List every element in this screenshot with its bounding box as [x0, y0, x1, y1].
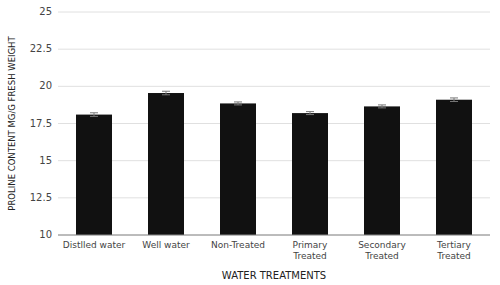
bar	[364, 106, 400, 235]
y-tick-label: 22.5	[30, 43, 52, 54]
bar	[148, 93, 184, 235]
bars	[76, 91, 472, 235]
x-axis-label: WATER TREATMENTS	[222, 270, 326, 281]
x-axis-line	[58, 235, 490, 236]
bar	[76, 115, 112, 235]
error-bar	[378, 105, 386, 108]
x-tick-label: SecondaryTreated	[358, 240, 406, 261]
error-bar	[306, 112, 314, 115]
error-bar	[90, 113, 98, 117]
chart: 10 12.5 15 17.5 20 22.5 25 Distlled water Well w…	[0, 0, 500, 285]
error-bar	[162, 91, 170, 95]
x-tick-label: Non-Treated	[211, 240, 265, 250]
x-tick-label: PrimaryTreated	[292, 240, 328, 261]
y-tick-label: 20	[39, 80, 52, 91]
bar	[292, 113, 328, 235]
grid-line	[58, 235, 490, 236]
x-tick-label: Distlled water	[63, 240, 126, 250]
grid-line	[58, 12, 490, 13]
bar	[436, 100, 472, 235]
grid-line	[58, 86, 490, 87]
error-bar	[450, 98, 458, 102]
error-bar	[234, 102, 242, 105]
y-tick-label: 15	[39, 155, 52, 166]
y-tick-label: 17.5	[30, 118, 52, 129]
grid	[58, 12, 490, 235]
grid-line	[58, 197, 490, 198]
y-axis-label: PROLINE CONTENT MG/G FRESH WEIGHT	[7, 36, 17, 211]
y-tick-label: 10	[39, 229, 52, 240]
bar	[220, 103, 256, 235]
grid-line	[58, 160, 490, 161]
grid-line	[58, 49, 490, 50]
x-tick-label: Well water	[142, 240, 190, 250]
y-tick-label: 12.5	[30, 192, 52, 203]
grid-line	[58, 123, 490, 124]
y-tick-label: 25	[39, 6, 52, 17]
x-tick-label: TertiaryTreated	[436, 240, 471, 261]
